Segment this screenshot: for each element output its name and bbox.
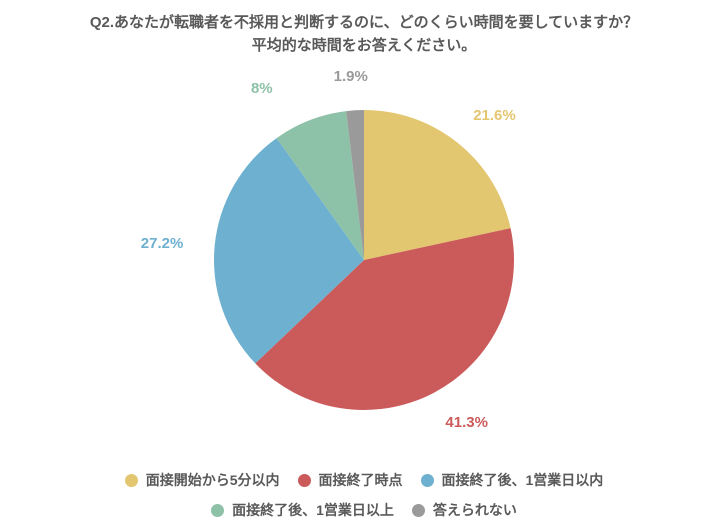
legend-label: 面接終了時点 — [319, 470, 403, 490]
legend-label: 面接終了後、1営業日以上 — [232, 500, 394, 520]
slice-label: 21.6% — [473, 107, 516, 124]
legend-item: 面接開始から5分以内 — [125, 470, 280, 490]
slice-label: 27.2% — [141, 235, 184, 252]
chart-title: Q2.あなたが転職者を不採用と判断するのに、どのくらい時間を要していますか？平均… — [0, 12, 728, 57]
legend-swatch — [421, 474, 434, 487]
legend-item: 答えられない — [412, 500, 517, 520]
legend-label: 面接開始から5分以内 — [146, 470, 280, 490]
slice-label: 1.9% — [334, 68, 368, 85]
legend-swatch — [125, 474, 138, 487]
slice-label: 41.3% — [445, 414, 488, 431]
legend-label: 面接終了後、1営業日以内 — [442, 470, 604, 490]
legend-swatch — [211, 504, 224, 517]
legend-label: 答えられない — [433, 500, 517, 520]
slice-label: 8% — [251, 80, 273, 97]
legend-swatch — [412, 504, 425, 517]
legend: 面接開始から5分以内 面接終了時点 面接終了後、1営業日以内面接終了後、1営業日以上… — [0, 470, 728, 520]
legend-swatch — [298, 474, 311, 487]
legend-item: 面接終了後、1営業日以上 — [211, 500, 394, 520]
legend-item: 面接終了後、1営業日以内 — [421, 470, 604, 490]
chart-container: Q2.あなたが転職者を不採用と判断するのに、どのくらい時間を要していますか？平均… — [0, 0, 728, 530]
chart-area: 21.6%41.3%27.2%8%1.9% — [0, 80, 728, 440]
legend-item: 面接終了時点 — [298, 470, 403, 490]
pie-chart: 21.6%41.3%27.2%8%1.9% — [184, 80, 544, 440]
